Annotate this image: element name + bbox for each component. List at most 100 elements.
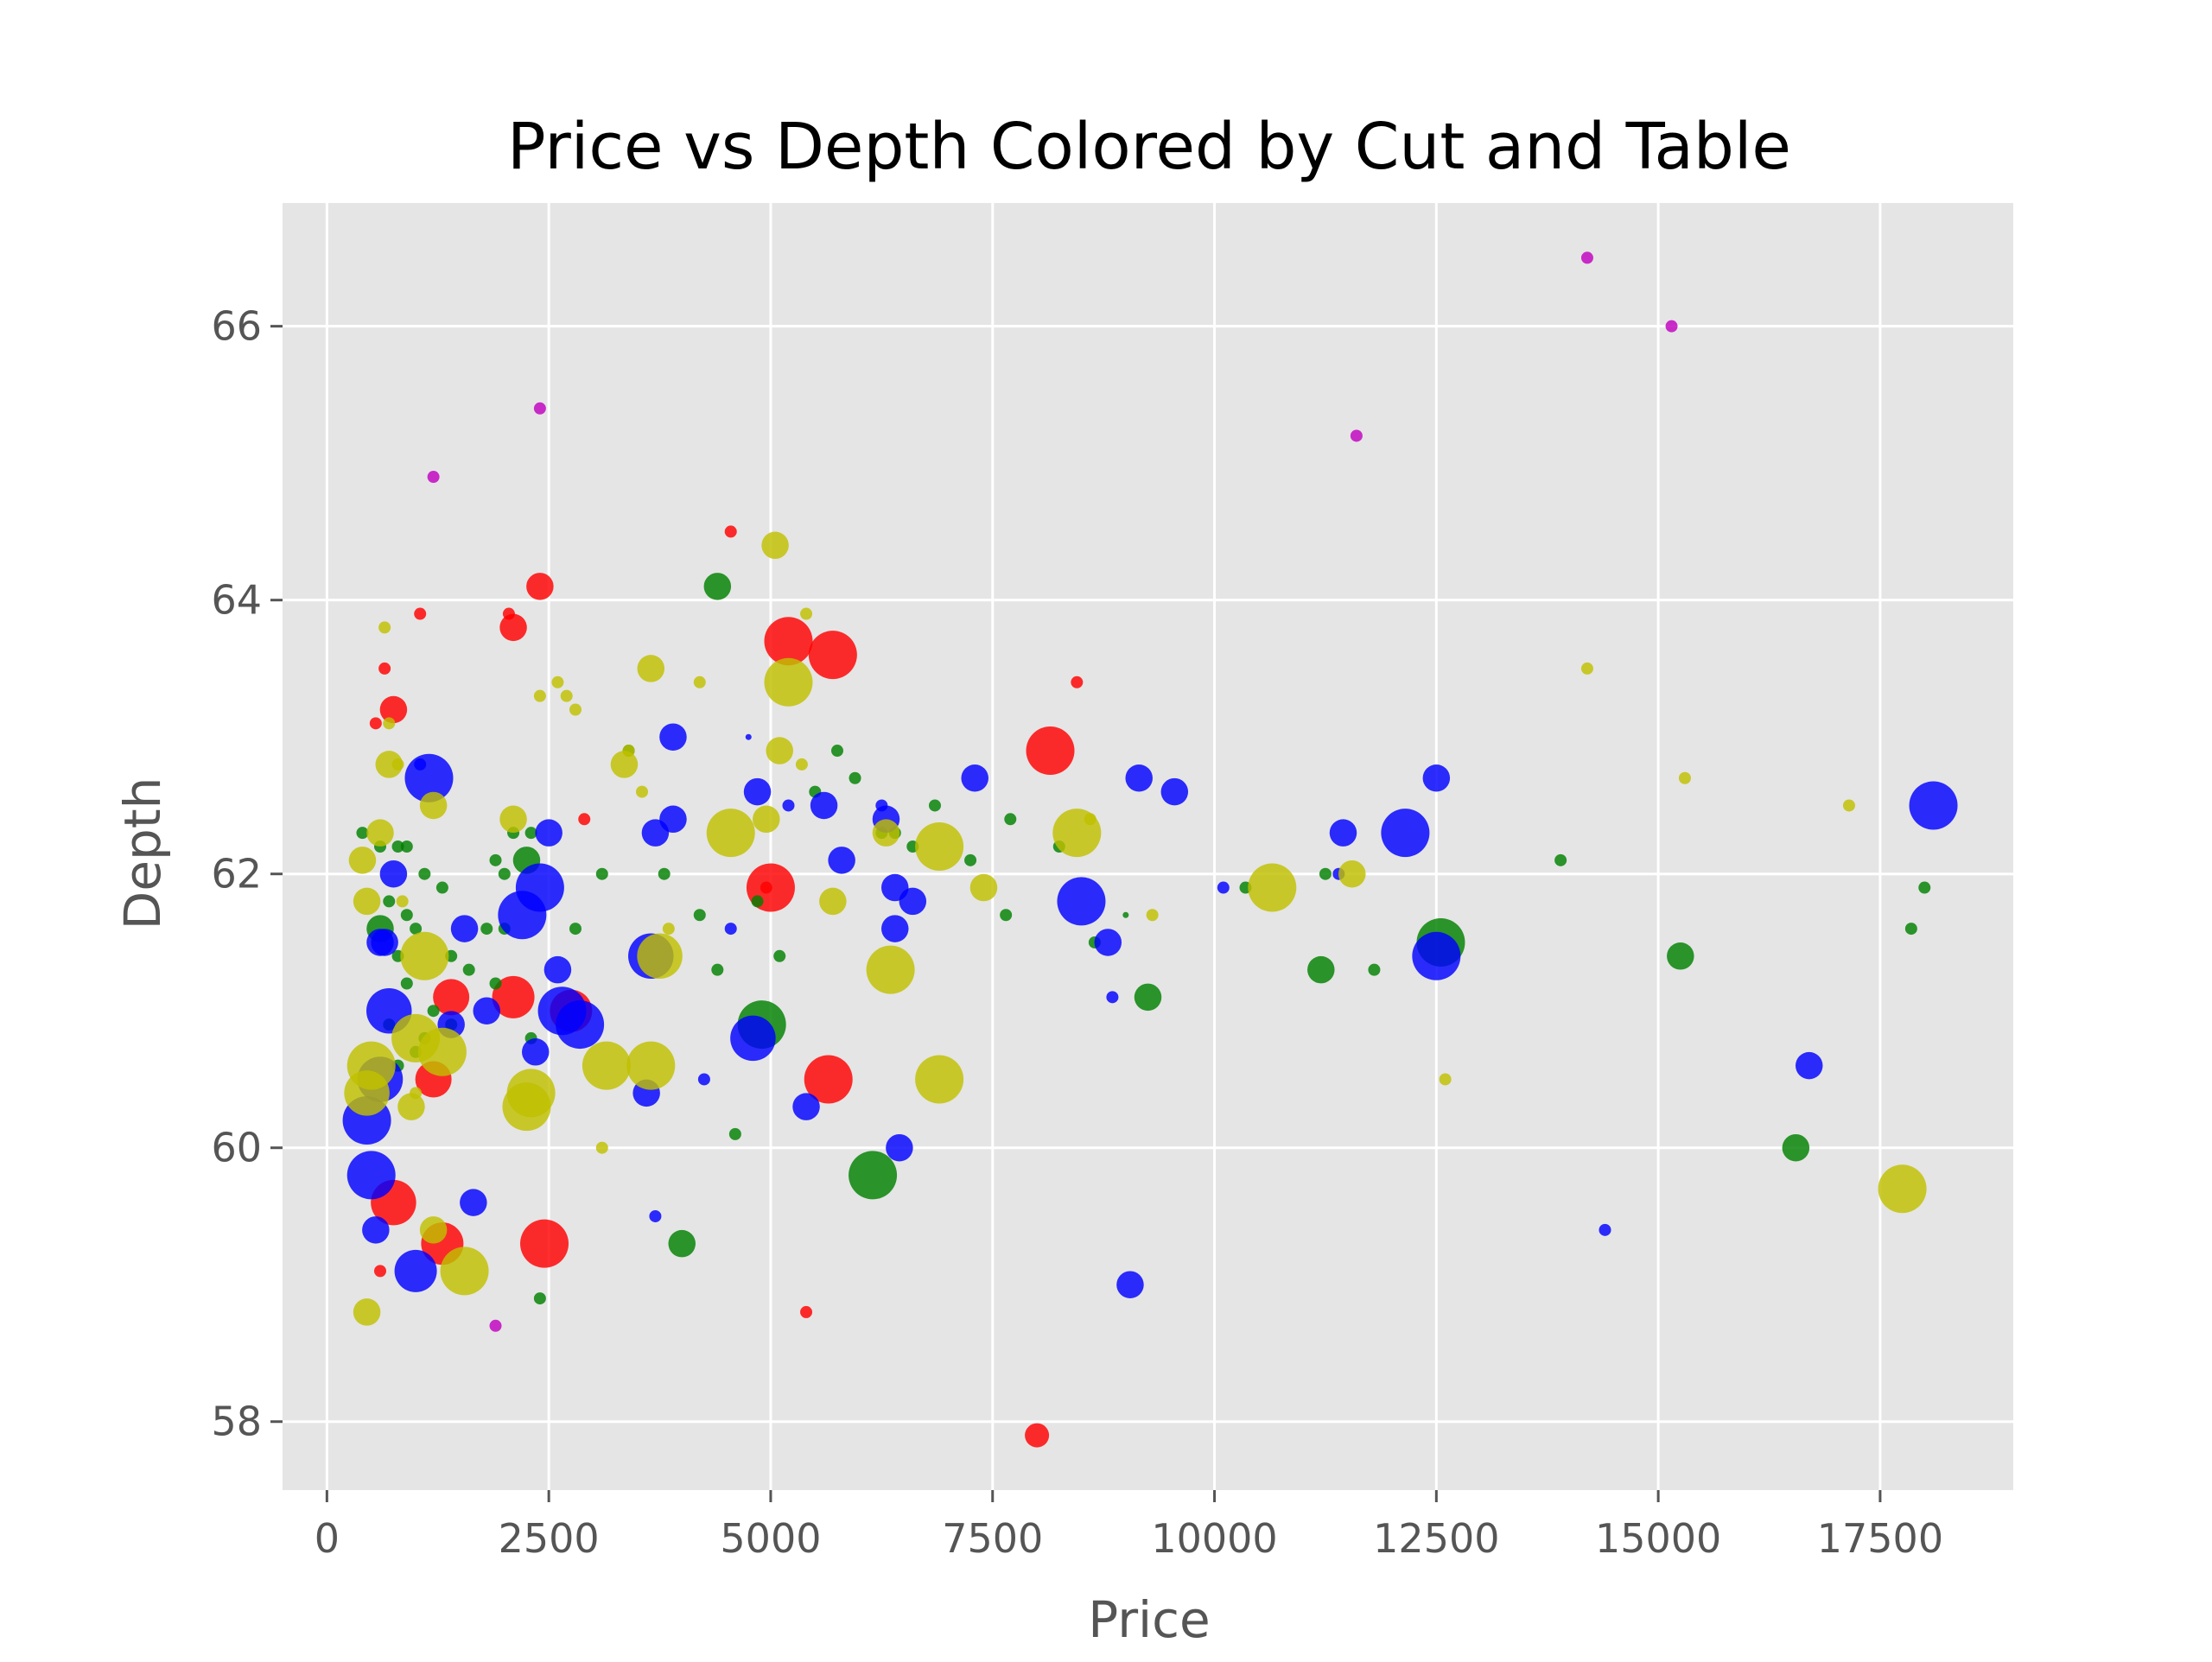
data-point: [435, 881, 448, 894]
data-point: [520, 1219, 569, 1268]
data-point: [410, 923, 423, 936]
data-point: [808, 631, 857, 680]
data-point: [1004, 813, 1017, 826]
data-point: [440, 1246, 489, 1296]
data-point: [703, 573, 732, 600]
data-point: [373, 1265, 386, 1278]
data-point: [375, 751, 404, 778]
data-point: [761, 531, 789, 560]
data-point: [1842, 799, 1855, 812]
data-point: [498, 867, 511, 880]
data-point: [728, 1127, 741, 1140]
data-point: [693, 676, 706, 688]
data-point: [773, 949, 786, 962]
data-point: [1904, 923, 1917, 936]
data-point: [1094, 929, 1122, 956]
data-point: [524, 827, 537, 840]
data-point: [668, 1229, 696, 1258]
data-point: [489, 853, 502, 866]
data-point: [427, 471, 440, 484]
data-point: [502, 1082, 551, 1132]
data-point: [560, 689, 573, 702]
series-4: [427, 251, 1678, 1332]
data-point: [450, 915, 479, 942]
data-point: [353, 887, 381, 916]
x-tick-label: 7500: [942, 1515, 1043, 1562]
data-point: [659, 723, 687, 751]
data-point: [622, 745, 635, 758]
x-tick-label: 17500: [1817, 1515, 1943, 1562]
data-point: [1160, 777, 1189, 806]
data-point: [730, 1015, 776, 1062]
data-point: [400, 977, 413, 990]
data-point: [743, 777, 772, 806]
data-point: [1084, 813, 1096, 826]
data-point: [1146, 909, 1159, 922]
data-point: [764, 657, 813, 707]
data-point: [418, 867, 431, 880]
data-point: [810, 791, 838, 820]
data-point: [348, 847, 377, 874]
data-point: [830, 745, 843, 758]
data-point: [366, 929, 394, 956]
data-point: [849, 771, 861, 784]
data-point: [492, 975, 535, 1018]
data-point: [1782, 1133, 1810, 1162]
x-tick-label: 10000: [1151, 1515, 1277, 1562]
data-point: [569, 703, 582, 716]
data-point: [400, 841, 413, 853]
data-point: [915, 822, 964, 871]
series-0: [369, 525, 1084, 1448]
data-point: [1125, 764, 1153, 792]
data-point: [427, 1005, 440, 1018]
data-point: [866, 945, 915, 994]
data-point: [1678, 771, 1691, 784]
data-point: [582, 1041, 631, 1090]
data-point: [658, 867, 671, 880]
data-point: [828, 847, 855, 874]
y-tick-label: 62: [211, 851, 262, 898]
data-point: [1025, 1423, 1050, 1448]
data-point: [391, 758, 404, 771]
data-point: [379, 860, 408, 888]
data-point: [419, 791, 448, 820]
grid-lines: [283, 203, 2013, 1490]
data-point: [344, 1070, 390, 1116]
y-axis-label: Depth: [113, 777, 172, 930]
axis-ticks: 0 2500 5000 7500 10000 12500 15000 17500 58 60 62 6…: [211, 303, 1943, 1562]
data-point: [961, 764, 988, 792]
data-point: [800, 1305, 813, 1318]
data-point: [881, 915, 909, 942]
data-point: [751, 895, 764, 908]
x-tick-label: 15000: [1595, 1515, 1721, 1562]
data-point: [462, 963, 475, 976]
data-point: [804, 1055, 853, 1104]
data-point: [1554, 853, 1567, 866]
data-point: [724, 525, 737, 538]
data-point: [533, 402, 546, 415]
data-point: [928, 799, 941, 812]
data-point: [346, 1151, 396, 1200]
data-point: [391, 1013, 441, 1063]
data-point: [1412, 931, 1461, 980]
data-point: [460, 1189, 487, 1216]
data-point: [626, 1041, 676, 1090]
plot-area: [283, 203, 2013, 1490]
data-point: [400, 931, 449, 980]
data-point: [636, 785, 649, 798]
data-point: [1116, 1271, 1144, 1298]
data-point: [551, 676, 564, 688]
data-point: [433, 979, 470, 1016]
data-point: [637, 655, 665, 682]
data-point: [795, 758, 808, 771]
data-point: [499, 805, 527, 834]
data-point: [535, 819, 563, 847]
data-point: [533, 689, 546, 702]
data-point: [969, 873, 998, 902]
data-point: [400, 909, 413, 922]
data-point: [886, 1133, 913, 1162]
chart-title: Price vs Depth Colored by Cut and Table: [507, 110, 1791, 184]
data-point: [693, 909, 706, 922]
